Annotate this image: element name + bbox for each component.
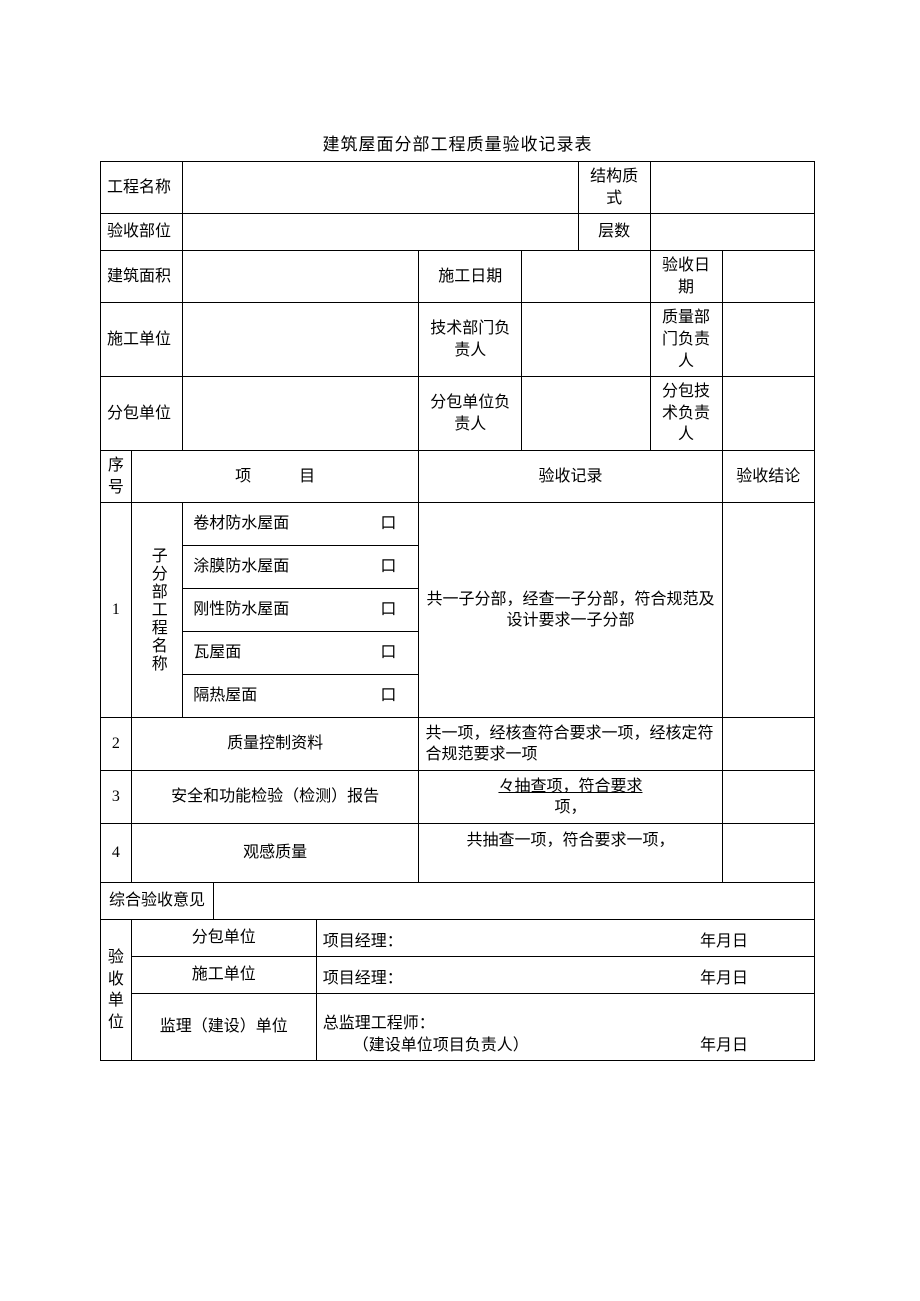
- item-1-2-text: 刚性防水屋面: [193, 599, 289, 621]
- label-quality-dept-head: 质量部门负责人: [650, 303, 722, 377]
- item-3: 安全和功能检验（检测）报告: [131, 771, 419, 824]
- value-construction-date[interactable]: [522, 251, 650, 303]
- sig-constr-unit-date: 年月日: [700, 968, 808, 990]
- label-construction-date: 施工日期: [419, 251, 522, 303]
- value-building-area[interactable]: [183, 251, 419, 303]
- value-floors[interactable]: [650, 214, 814, 251]
- value-subcontract-tech-head[interactable]: [722, 377, 815, 451]
- item-2: 质量控制资料: [131, 718, 419, 771]
- label-constr-unit: 施工单位: [131, 957, 316, 994]
- value-structure-type[interactable]: [650, 162, 814, 214]
- item-1-2: 刚性防水屋面 口: [183, 589, 419, 632]
- conclusion-2[interactable]: [722, 718, 815, 771]
- value-accept-date[interactable]: [722, 251, 815, 303]
- value-quality-dept-head[interactable]: [722, 303, 815, 377]
- header-conclusion: 验收结论: [722, 450, 815, 502]
- acceptance-form-table: 工程名称 结构质式 验收部位 层数 建筑面积 施工日期 验收日期 施工单位 技术…: [100, 161, 815, 1061]
- value-accept-part[interactable]: [183, 214, 579, 251]
- label-subcontract-head: 分包单位负责人: [419, 377, 522, 451]
- value-subcontract-unit[interactable]: [183, 377, 419, 451]
- sub-section-label: 子分部工程名称: [131, 503, 182, 718]
- value-project-name[interactable]: [183, 162, 579, 214]
- label-sub-unit: 分包单位: [131, 920, 316, 957]
- value-subcontract-head[interactable]: [522, 377, 650, 451]
- sig-supervise-role1: 总监理工程师：: [323, 1015, 435, 1032]
- label-subcontract-tech-head: 分包技术负责人: [650, 377, 722, 451]
- sig-sub-unit[interactable]: 项目经理： 年月日: [316, 920, 814, 957]
- checkbox-icon[interactable]: 口: [380, 642, 396, 664]
- label-construction-unit: 施工单位: [101, 303, 183, 377]
- sig-supervise-date: 年月日: [700, 1035, 808, 1057]
- sig-sub-unit-date: 年月日: [700, 931, 808, 953]
- sig-constr-unit-role: 项目经理：: [323, 970, 403, 987]
- item-1-4-text: 隔热屋面: [193, 685, 257, 707]
- record-3-line2: 项，: [554, 799, 586, 816]
- label-tech-dept-head: 技术部门负责人: [419, 303, 522, 377]
- label-accept-date: 验收日期: [650, 251, 722, 303]
- checkbox-icon[interactable]: 口: [380, 556, 396, 578]
- checkbox-icon[interactable]: 口: [380, 513, 396, 535]
- record-2: 共一项，经核查符合要求一项，经核定符合规范要求一项: [419, 718, 722, 771]
- item-1-4: 隔热屋面 口: [183, 675, 419, 718]
- seq-3: 3: [101, 771, 132, 824]
- header-item: 项 目: [131, 450, 419, 502]
- item-1-1: 涂膜防水屋面 口: [183, 546, 419, 589]
- label-building-area: 建筑面积: [101, 251, 183, 303]
- sig-constr-unit[interactable]: 项目经理： 年月日: [316, 957, 814, 994]
- item-1-0: 卷材防水屋面 口: [183, 503, 419, 546]
- label-subcontract-unit: 分包单位: [101, 377, 183, 451]
- sig-supervise-unit[interactable]: 总监理工程师： （建设单位项目负责人） 年月日: [316, 994, 814, 1061]
- record-3: 々抽查项，符合要求 项，: [419, 771, 722, 824]
- header-seq: 序号: [101, 450, 132, 502]
- label-accept-unit: 验收单位: [101, 920, 132, 1061]
- label-accept-part: 验收部位: [101, 214, 183, 251]
- item-1-1-text: 涂膜防水屋面: [193, 556, 289, 578]
- label-structure-type: 结构质式: [578, 162, 650, 214]
- header-record: 验收记录: [419, 450, 722, 502]
- label-overall-opinion: 综合验收意见: [101, 883, 214, 920]
- seq-4: 4: [101, 824, 132, 883]
- value-tech-dept-head[interactable]: [522, 303, 650, 377]
- checkbox-icon[interactable]: 口: [380, 599, 396, 621]
- sig-supervise-role2: （建设单位项目负责人）: [323, 1037, 529, 1054]
- conclusion-3[interactable]: [722, 771, 815, 824]
- item-1-3: 瓦屋面 口: [183, 632, 419, 675]
- item-1-0-text: 卷材防水屋面: [193, 513, 289, 535]
- checkbox-icon[interactable]: 口: [380, 685, 396, 707]
- item-4: 观感质量: [131, 824, 419, 883]
- item-1-3-text: 瓦屋面: [193, 642, 241, 664]
- label-project-name: 工程名称: [101, 162, 183, 214]
- record-3-line1: 々抽查项，符合要求: [498, 778, 642, 795]
- label-floors: 层数: [578, 214, 650, 251]
- seq-1: 1: [101, 503, 132, 718]
- record-1: 共一子分部，经查一子分部，符合规范及设计要求一子分部: [419, 503, 722, 718]
- label-supervise-unit: 监理（建设）单位: [131, 994, 316, 1061]
- value-construction-unit[interactable]: [183, 303, 419, 377]
- value-overall-opinion[interactable]: [214, 883, 815, 920]
- conclusion-4[interactable]: [722, 824, 815, 883]
- conclusion-1[interactable]: [722, 503, 815, 718]
- seq-2: 2: [101, 718, 132, 771]
- form-title: 建筑屋面分部工程质量验收记录表: [100, 130, 815, 155]
- record-4: 共抽查一项，符合要求一项，: [419, 824, 722, 883]
- sig-sub-unit-role: 项目经理：: [323, 933, 403, 950]
